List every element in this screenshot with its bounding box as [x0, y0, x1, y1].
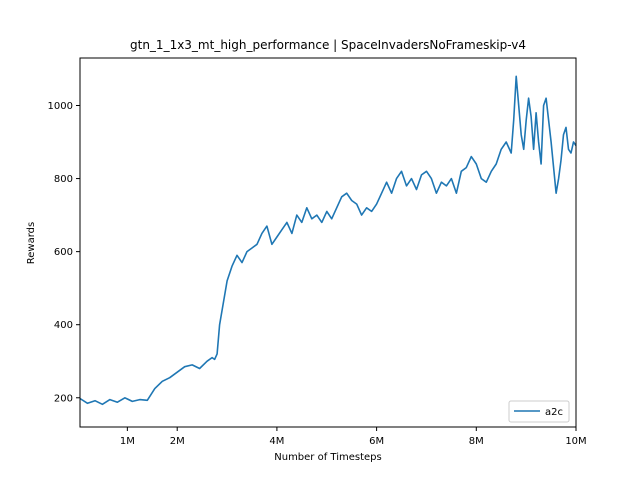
- axes-frame: [79, 57, 577, 428]
- chart-title: gtn_1_1x3_mt_high_performance | SpaceInv…: [130, 38, 526, 52]
- x-tick-label: 8M: [469, 436, 484, 447]
- plot-area: 1M 2M 4M 6M 8M 10M 200 400 600 800 1000: [48, 57, 587, 447]
- x-tick-label: 1M: [120, 436, 135, 447]
- y-tick-label: 800: [54, 174, 73, 185]
- x-axis-label: Number of Timesteps: [274, 452, 381, 463]
- x-tick-label: 10M: [565, 436, 586, 447]
- x-tick-label: 2M: [170, 436, 185, 447]
- y-tick-label: 600: [54, 247, 73, 258]
- legend: a2c: [508, 400, 570, 423]
- series-line-a2c: [79, 75, 577, 406]
- y-axis-label: Rewards: [26, 222, 37, 264]
- legend-label-a2c: a2c: [545, 407, 563, 418]
- y-tick-label: 200: [54, 393, 73, 404]
- y-tick-label: 1000: [48, 101, 73, 112]
- x-tick-label: 4M: [269, 436, 284, 447]
- y-tick-label: 400: [54, 320, 73, 331]
- x-tick-label: 6M: [369, 436, 384, 447]
